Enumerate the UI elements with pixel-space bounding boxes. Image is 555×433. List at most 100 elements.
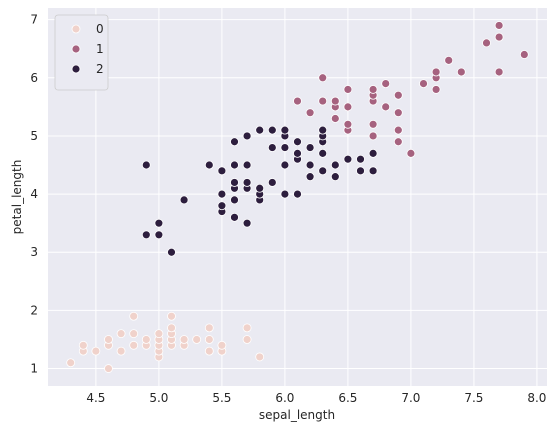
x-tick-label: 8.0 <box>527 391 546 405</box>
data-point-series-0 <box>154 329 164 339</box>
data-points <box>66 21 529 373</box>
legend: 0 1 2 <box>54 14 109 91</box>
y-tick-label: 7 <box>30 13 38 27</box>
data-point-series-1 <box>381 79 391 88</box>
y-tick-label: 3 <box>30 245 38 259</box>
data-point-series-0 <box>104 335 113 344</box>
y-tick-label: 1 <box>30 362 38 376</box>
data-point-series-0 <box>129 311 139 321</box>
data-point-series-0 <box>104 364 113 373</box>
data-point-series-1 <box>482 38 491 48</box>
data-point-series-1 <box>368 85 378 94</box>
data-point-series-2 <box>141 230 151 240</box>
data-point-series-2 <box>242 218 252 228</box>
y-tick-label: 5 <box>30 129 38 143</box>
y-tick-label: 4 <box>30 187 38 201</box>
data-point-series-0 <box>192 335 202 344</box>
legend-marker-0 <box>71 24 81 34</box>
data-point-series-2 <box>305 172 315 182</box>
data-point-series-1 <box>431 85 441 94</box>
data-point-series-1 <box>330 114 340 123</box>
data-point-series-1 <box>419 79 428 88</box>
data-point-series-1 <box>444 55 454 65</box>
data-point-series-2 <box>217 189 227 199</box>
data-point-series-0 <box>116 329 126 339</box>
data-point-series-1 <box>381 102 391 112</box>
data-point-series-1 <box>456 67 466 77</box>
data-point-series-0 <box>179 335 189 344</box>
data-point-series-0 <box>242 335 252 344</box>
x-tick-label: 5.5 <box>212 391 231 405</box>
data-point-series-1 <box>406 148 416 158</box>
data-point-series-0 <box>204 346 214 356</box>
legend-marker-2 <box>71 64 81 74</box>
legend-box <box>54 14 109 91</box>
x-tick-labels: 4.5 5.0 5.5 6.0 6.5 7.0 7.5 8.0 <box>86 391 546 405</box>
data-point-series-1 <box>293 96 302 106</box>
data-point-series-2 <box>255 125 265 135</box>
data-point-series-2 <box>330 160 340 170</box>
data-point-series-1 <box>330 96 340 106</box>
data-point-series-1 <box>305 108 315 118</box>
legend-label-1: 1 <box>96 42 104 56</box>
data-point-series-2 <box>280 160 290 170</box>
legend-label-0: 0 <box>96 22 104 36</box>
data-point-series-2 <box>293 137 302 147</box>
y-tick-labels: 1 2 3 4 5 6 7 <box>30 13 38 376</box>
data-point-series-2 <box>368 166 378 176</box>
legend-label-2: 2 <box>96 62 104 76</box>
data-point-series-1 <box>393 137 403 147</box>
data-point-series-2 <box>154 230 164 240</box>
data-point-series-2 <box>230 178 239 187</box>
x-tick-label: 4.5 <box>86 391 105 405</box>
data-point-series-0 <box>204 323 214 333</box>
x-axis-label: sepal_length <box>259 408 335 422</box>
data-point-series-2 <box>318 125 328 135</box>
data-point-series-2 <box>242 178 252 187</box>
data-point-series-1 <box>393 90 403 100</box>
data-point-series-2 <box>343 154 353 164</box>
data-point-series-0 <box>66 358 76 368</box>
data-point-series-0 <box>141 335 151 344</box>
data-point-series-0 <box>129 329 139 339</box>
data-point-series-2 <box>356 166 365 176</box>
legend-marker-1 <box>71 44 81 54</box>
data-point-series-2 <box>141 160 151 170</box>
x-tick-label: 7.0 <box>401 391 420 405</box>
data-point-series-2 <box>242 160 252 170</box>
data-point-series-2 <box>280 143 290 152</box>
data-point-series-2 <box>230 137 239 147</box>
data-point-series-2 <box>167 247 176 257</box>
data-point-series-2 <box>330 172 340 182</box>
data-point-series-1 <box>494 21 504 30</box>
data-point-series-2 <box>305 143 315 152</box>
data-point-series-1 <box>343 102 353 112</box>
data-point-series-1 <box>393 125 403 135</box>
grid-lines <box>48 8 547 386</box>
data-point-series-1 <box>318 73 328 83</box>
data-point-series-2 <box>230 195 239 205</box>
data-point-series-0 <box>116 346 126 356</box>
data-point-series-2 <box>204 160 214 170</box>
data-point-series-0 <box>242 323 252 333</box>
data-point-series-2 <box>280 125 290 135</box>
data-point-series-2 <box>368 148 378 158</box>
data-point-series-1 <box>343 85 353 94</box>
x-tick-label: 6.5 <box>338 391 357 405</box>
data-point-series-1 <box>494 67 504 77</box>
data-point-series-1 <box>519 50 529 59</box>
data-point-series-2 <box>267 125 277 135</box>
data-point-series-2 <box>154 218 164 228</box>
data-point-series-2 <box>217 166 227 176</box>
data-point-series-0 <box>167 311 176 321</box>
data-point-series-0 <box>167 323 176 333</box>
data-point-series-0 <box>78 340 88 350</box>
y-axis-label: petal_length <box>10 160 24 235</box>
data-point-series-2 <box>230 212 239 222</box>
data-point-series-2 <box>293 148 302 158</box>
data-point-series-1 <box>343 119 353 129</box>
data-point-series-2 <box>267 143 277 152</box>
data-point-series-0 <box>255 352 265 362</box>
data-point-series-2 <box>255 183 265 193</box>
